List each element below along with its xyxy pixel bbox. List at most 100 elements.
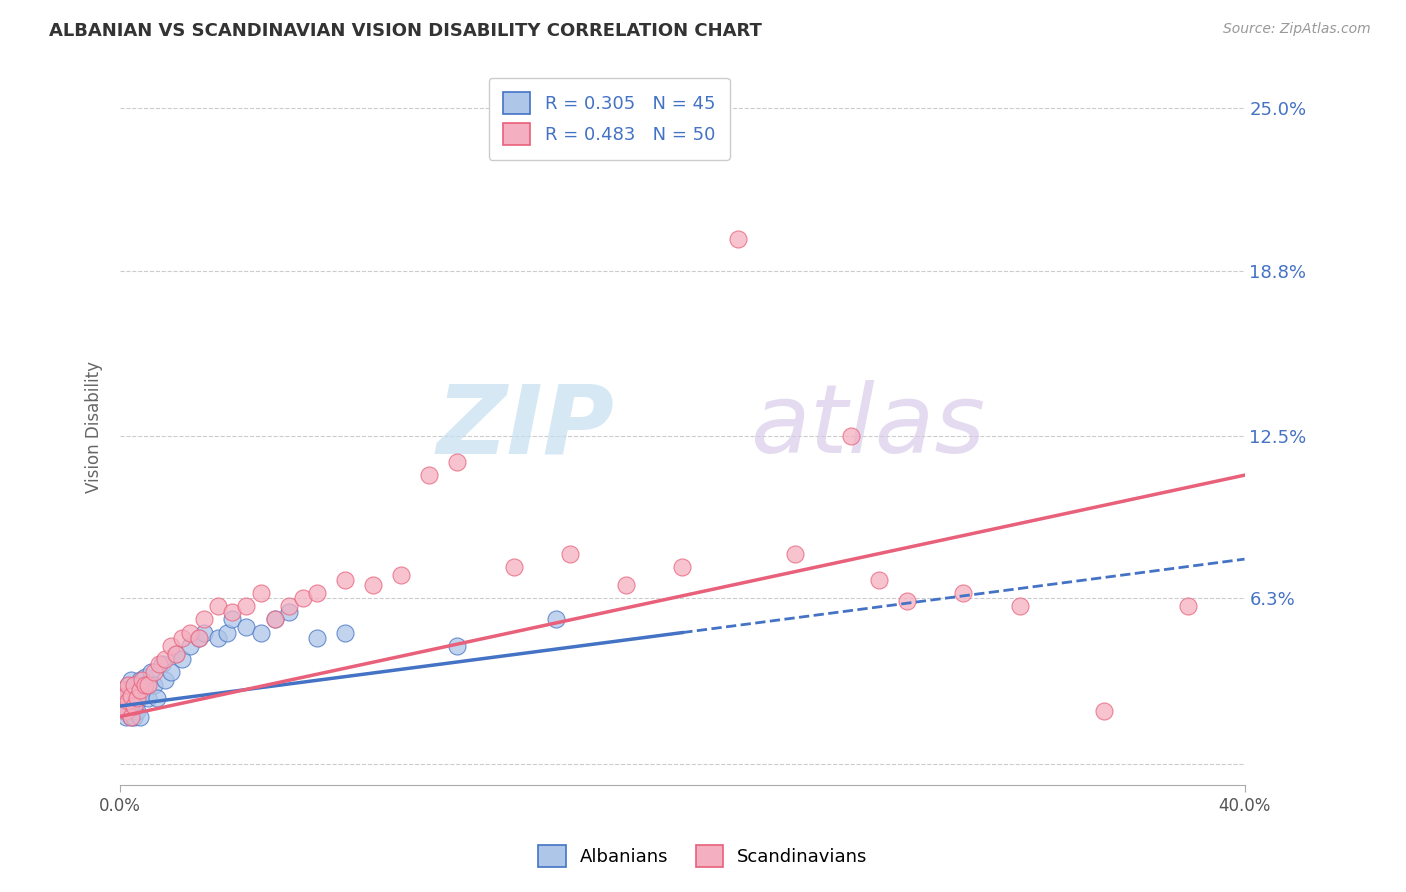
Point bbox=[120, 709, 142, 723]
Point bbox=[221, 605, 243, 619]
Point bbox=[111, 704, 134, 718]
Legend: Albanians, Scandinavians: Albanians, Scandinavians bbox=[531, 838, 875, 874]
Point bbox=[117, 678, 139, 692]
Point bbox=[139, 665, 162, 679]
Point bbox=[179, 639, 201, 653]
Point bbox=[117, 704, 139, 718]
Point bbox=[136, 678, 159, 692]
Point bbox=[128, 709, 150, 723]
Point bbox=[193, 612, 215, 626]
Point bbox=[125, 704, 148, 718]
Point bbox=[134, 678, 156, 692]
Point bbox=[1008, 599, 1031, 614]
Point bbox=[122, 699, 145, 714]
Text: atlas: atlas bbox=[749, 380, 984, 473]
Point bbox=[727, 232, 749, 246]
Point bbox=[117, 694, 139, 708]
Point bbox=[122, 699, 145, 714]
Point bbox=[305, 631, 328, 645]
Point bbox=[114, 683, 136, 698]
Point bbox=[277, 605, 299, 619]
Point bbox=[207, 631, 229, 645]
Point bbox=[128, 673, 150, 687]
Text: ALBANIAN VS SCANDINAVIAN VISION DISABILITY CORRELATION CHART: ALBANIAN VS SCANDINAVIAN VISION DISABILI… bbox=[49, 22, 762, 40]
Point bbox=[361, 578, 384, 592]
Point bbox=[131, 678, 153, 692]
Point bbox=[277, 599, 299, 614]
Point bbox=[148, 657, 170, 671]
Point bbox=[111, 683, 134, 698]
Point bbox=[120, 709, 142, 723]
Point bbox=[128, 689, 150, 703]
Point bbox=[207, 599, 229, 614]
Point bbox=[291, 591, 314, 606]
Point bbox=[418, 468, 440, 483]
Point bbox=[122, 709, 145, 723]
Point bbox=[235, 599, 257, 614]
Point bbox=[1177, 599, 1199, 614]
Point bbox=[263, 612, 285, 626]
Point bbox=[249, 625, 271, 640]
Point bbox=[187, 631, 209, 645]
Point bbox=[333, 573, 356, 587]
Point bbox=[153, 673, 176, 687]
Point bbox=[235, 620, 257, 634]
Point bbox=[839, 429, 862, 443]
Point bbox=[128, 683, 150, 698]
Point bbox=[165, 647, 187, 661]
Point bbox=[114, 704, 136, 718]
Point bbox=[187, 631, 209, 645]
Point bbox=[111, 699, 134, 714]
Point bbox=[446, 639, 468, 653]
Point bbox=[249, 586, 271, 600]
Point bbox=[544, 612, 567, 626]
Point bbox=[117, 678, 139, 692]
Point bbox=[122, 678, 145, 692]
Point bbox=[114, 709, 136, 723]
Point bbox=[145, 691, 167, 706]
Point bbox=[111, 691, 134, 706]
Text: Source: ZipAtlas.com: Source: ZipAtlas.com bbox=[1223, 22, 1371, 37]
Point bbox=[614, 578, 637, 592]
Point bbox=[125, 678, 148, 692]
Point bbox=[120, 689, 142, 703]
Y-axis label: Vision Disability: Vision Disability bbox=[86, 360, 103, 492]
Point bbox=[671, 560, 693, 574]
Point bbox=[193, 625, 215, 640]
Point bbox=[165, 647, 187, 661]
Point bbox=[153, 652, 176, 666]
Point bbox=[120, 673, 142, 687]
Point bbox=[117, 694, 139, 708]
Point bbox=[142, 678, 165, 692]
Point bbox=[131, 673, 153, 687]
Point bbox=[896, 594, 918, 608]
Point bbox=[221, 612, 243, 626]
Point bbox=[170, 631, 193, 645]
Point bbox=[114, 699, 136, 714]
Point bbox=[263, 612, 285, 626]
Point bbox=[952, 586, 974, 600]
Point bbox=[868, 573, 890, 587]
Point bbox=[389, 567, 412, 582]
Point bbox=[114, 689, 136, 703]
Point bbox=[142, 665, 165, 679]
Point bbox=[159, 665, 181, 679]
Point bbox=[125, 691, 148, 706]
Point bbox=[783, 547, 806, 561]
Point bbox=[333, 625, 356, 640]
Legend: R = 0.305   N = 45, R = 0.483   N = 50: R = 0.305 N = 45, R = 0.483 N = 50 bbox=[489, 78, 730, 160]
Point bbox=[558, 547, 581, 561]
Point bbox=[446, 455, 468, 469]
Point bbox=[150, 657, 173, 671]
Text: ZIP: ZIP bbox=[437, 380, 614, 473]
Point bbox=[215, 625, 238, 640]
Point bbox=[179, 625, 201, 640]
Point bbox=[1092, 704, 1115, 718]
Point bbox=[502, 560, 524, 574]
Point bbox=[120, 689, 142, 703]
Point bbox=[122, 683, 145, 698]
Point bbox=[170, 652, 193, 666]
Point bbox=[159, 639, 181, 653]
Point bbox=[305, 586, 328, 600]
Point bbox=[134, 670, 156, 684]
